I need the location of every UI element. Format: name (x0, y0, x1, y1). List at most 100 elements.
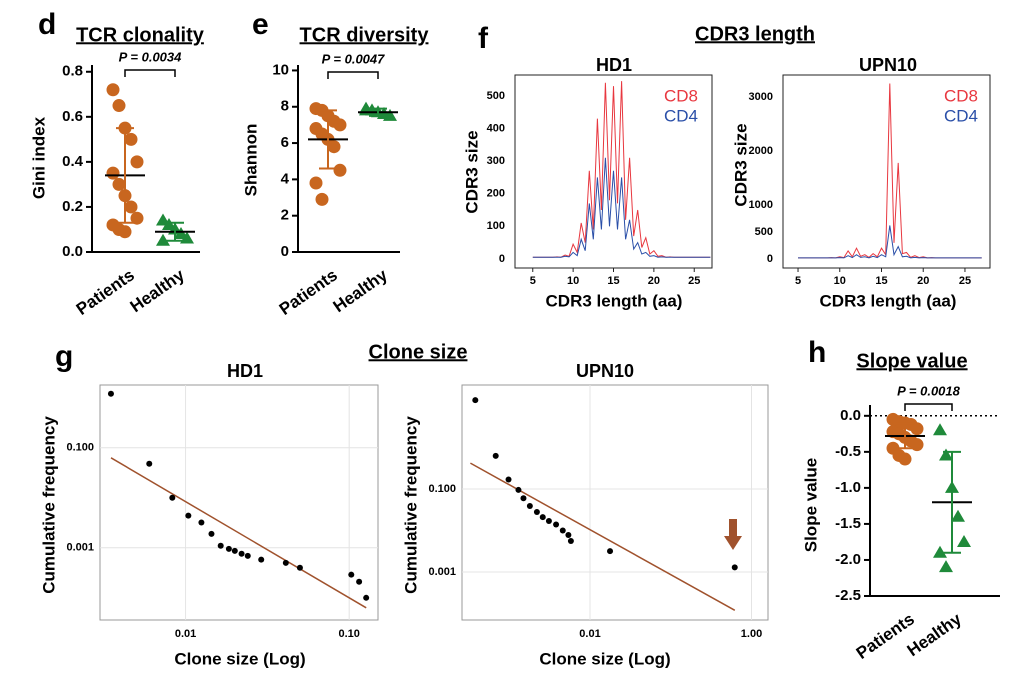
data-point (505, 476, 512, 483)
plot-frame (461, 384, 769, 621)
x-axis-label: CDR3 length (aa) (546, 291, 683, 310)
data-point (553, 521, 560, 528)
y-axis-label: CDR3 size (462, 130, 481, 213)
data-point (957, 534, 971, 547)
x-tick-label: Healthy (330, 265, 392, 316)
data-point (185, 512, 192, 519)
y-axis-label: CDR3 size (731, 123, 750, 206)
x-tick-label: Patients (276, 265, 341, 319)
legend-label: CD4 (944, 106, 978, 125)
x-tick-label: 1.00 (741, 628, 762, 640)
data-point (217, 542, 224, 549)
y-tick-label: 300 (487, 155, 505, 167)
data-point (225, 545, 232, 552)
y-tick-label: 0.100 (428, 483, 456, 495)
x-tick-label: 25 (959, 275, 971, 287)
x-tick-label: Healthy (127, 265, 189, 316)
data-point (238, 550, 245, 557)
data-point (567, 537, 574, 544)
data-point (315, 192, 329, 206)
data-point (112, 177, 126, 191)
data-point (898, 452, 912, 466)
data-point (539, 514, 546, 521)
legend-label: CD4 (664, 106, 698, 125)
data-point (327, 140, 341, 154)
data-point (363, 594, 370, 601)
x-tick-label: 0.01 (579, 628, 600, 640)
y-tick-label: -1.0 (835, 479, 861, 496)
x-tick-label: 20 (917, 275, 929, 287)
plot-frame (782, 74, 991, 269)
x-tick-label: 5 (795, 275, 801, 287)
y-tick-label: 0.8 (62, 63, 83, 80)
panel-letter: e (252, 8, 269, 41)
data-point (296, 564, 303, 571)
data-point (282, 559, 289, 566)
fit-line (470, 462, 736, 611)
arrow-head (724, 536, 742, 550)
data-point (559, 527, 566, 534)
data-point (526, 502, 533, 509)
legend-label: CD8 (664, 86, 698, 105)
data-point (107, 390, 114, 397)
data-point (515, 486, 522, 493)
y-tick-label: 0 (767, 253, 773, 265)
y-tick-label: 200 (487, 188, 505, 200)
y-tick-label: 0 (499, 253, 505, 265)
data-point (208, 530, 215, 537)
y-axis-label: Cumulative frequency (401, 416, 420, 594)
significance-bracket (327, 71, 379, 79)
data-point (130, 155, 144, 169)
chart-title: UPN10 (576, 361, 634, 381)
y-tick-label: 0.4 (62, 153, 84, 170)
y-tick-label: -2.5 (835, 587, 861, 604)
y-tick-label: 1000 (749, 199, 773, 211)
y-tick-label: -0.5 (835, 443, 861, 460)
y-tick-label: -2.0 (835, 551, 861, 568)
x-axis-label: Clone size (Log) (539, 649, 670, 668)
significance-bracket (904, 403, 953, 411)
data-point (939, 448, 953, 461)
data-point (472, 397, 479, 404)
y-tick-label: 0.0 (840, 407, 861, 424)
chart-title: TCR diversity (300, 24, 430, 46)
y-axis-label: Shannon (241, 124, 260, 197)
data-point (169, 494, 176, 501)
y-axis-label: Cumulative frequency (39, 416, 58, 594)
p-value: P = 0.0018 (897, 383, 961, 398)
fit-line (110, 457, 367, 609)
data-point (933, 423, 947, 436)
data-point (106, 166, 120, 180)
y-tick-label: 0.0 (62, 243, 83, 260)
data-point (258, 556, 265, 563)
data-point (156, 233, 170, 246)
y-tick-label: 500 (755, 226, 773, 238)
chart-title: TCR clonality (76, 24, 205, 46)
y-tick-label: 0.100 (66, 442, 94, 454)
y-tick-label: 4 (281, 170, 290, 187)
data-point (910, 422, 924, 436)
x-tick-label: Patients (73, 265, 138, 319)
data-point (565, 532, 572, 539)
x-tick-label: Patients (853, 609, 918, 663)
data-point (198, 519, 205, 526)
data-point (533, 508, 540, 515)
x-tick-label: 20 (648, 275, 660, 287)
data-point (333, 163, 347, 177)
panel-letter: h (808, 336, 826, 369)
data-point (124, 132, 138, 146)
y-tick-label: 0.2 (62, 198, 83, 215)
x-axis-label: CDR3 length (aa) (820, 291, 957, 310)
data-point (545, 517, 552, 524)
data-point (146, 460, 153, 467)
data-point (348, 571, 355, 578)
data-point (333, 118, 347, 132)
x-tick-label: 25 (688, 275, 700, 287)
panel-letter: f (478, 22, 489, 55)
y-tick-label: 2000 (749, 145, 773, 157)
chart-title: Slope value (856, 350, 967, 372)
x-tick-label: 10 (834, 275, 846, 287)
x-tick-label: Healthy (904, 609, 966, 660)
chart-title: HD1 (596, 55, 632, 75)
data-point (607, 548, 614, 555)
